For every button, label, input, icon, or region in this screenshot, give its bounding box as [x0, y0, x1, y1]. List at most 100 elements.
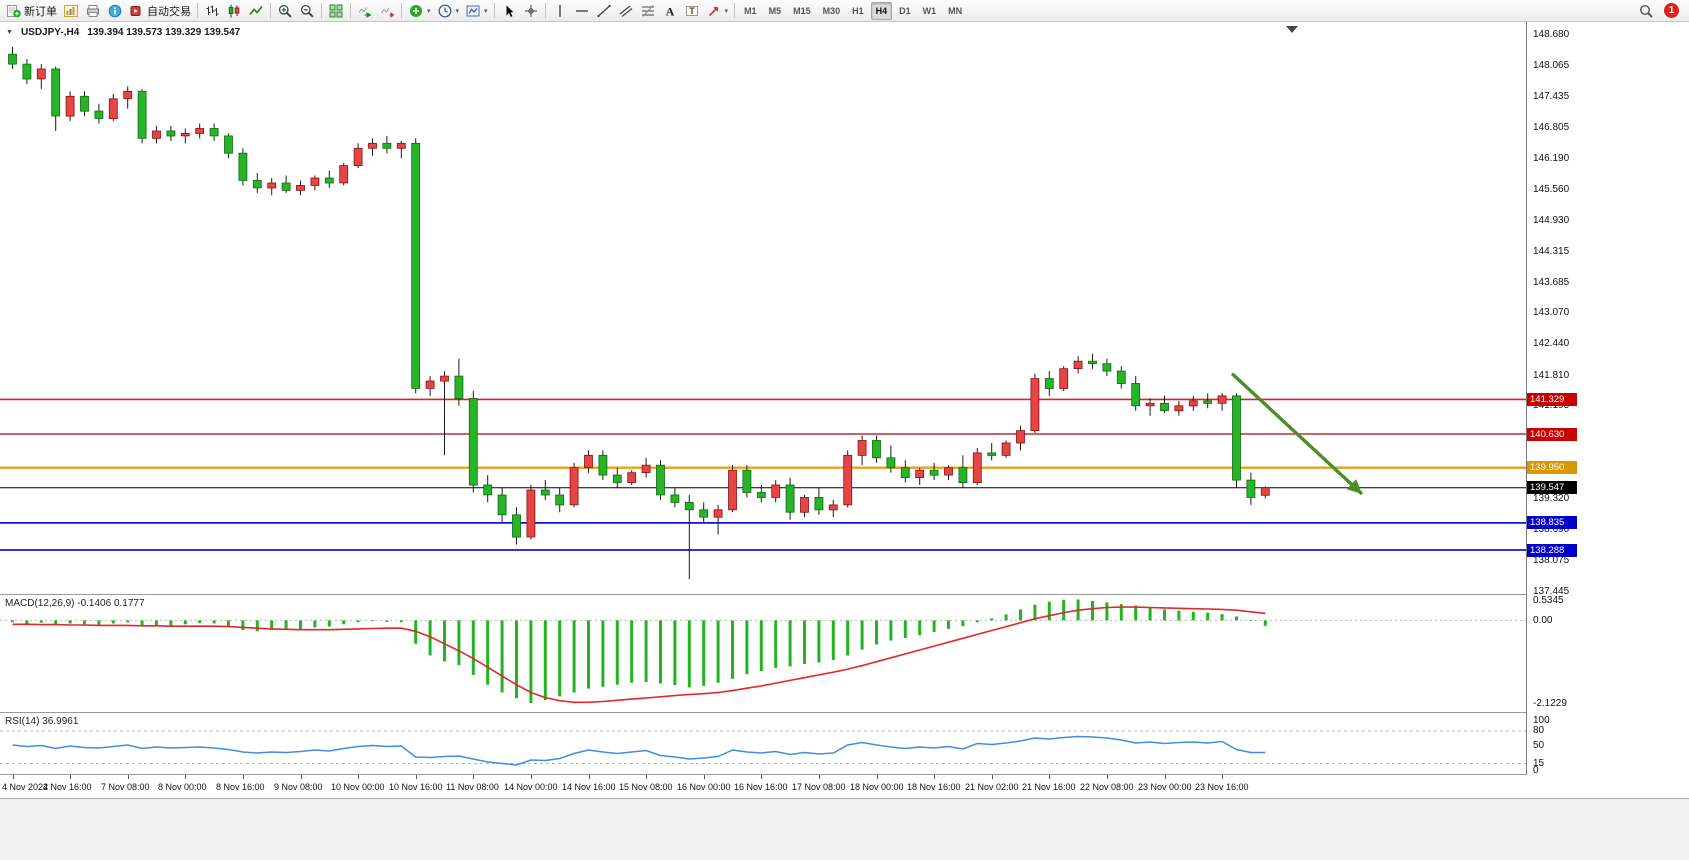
price-chart-panel[interactable]: [0, 22, 1526, 594]
line-chart-button[interactable]: [245, 1, 267, 20]
time-tick: [358, 775, 359, 779]
time-label: 22 Nov 08:00: [1080, 782, 1134, 792]
price-axis[interactable]: 148.680 148.065 147.435 146.805 146.190 145.5…: [1526, 22, 1689, 776]
tile-windows-icon: [328, 4, 344, 18]
price-label-141.810: 141.810: [1533, 369, 1570, 381]
svg-text:T: T: [689, 6, 695, 16]
cursor-button[interactable]: [498, 1, 520, 20]
zoom-out-icon: [299, 4, 315, 18]
timeframe-H4[interactable]: H4: [870, 1, 893, 20]
vertical-line-icon: [552, 4, 568, 18]
auto-trading-button-label: 自动交易: [147, 5, 191, 18]
toolbar-separator: [734, 3, 736, 18]
panel-separator[interactable]: [0, 594, 1689, 595]
timeframe-W1[interactable]: W1: [922, 5, 937, 16]
rsi-label-15: 15: [1533, 757, 1545, 769]
time-tick: [1222, 775, 1223, 779]
candles: [8, 46, 1270, 580]
timeframe-M1[interactable]: M1: [744, 5, 757, 16]
trend-line-icon: [596, 4, 612, 18]
zoom-out-button[interactable]: [296, 1, 318, 20]
time-tick: [761, 775, 762, 779]
horizontal-line-button[interactable]: [571, 1, 593, 20]
indicators-button[interactable]: ▾: [405, 1, 434, 20]
macd-signal-line: [12, 606, 1266, 704]
chart-profile-button[interactable]: [60, 1, 82, 20]
price-label-144.930: 144.930: [1533, 215, 1570, 227]
auto-trading-icon: [129, 4, 145, 18]
price-chart-plot[interactable]: [0, 22, 1526, 594]
timeframe-M30[interactable]: M30: [822, 5, 841, 16]
candle-chart-icon: [226, 4, 242, 18]
chart-shift-marker[interactable]: [1286, 26, 1298, 33]
time-label: 10 Nov 16:00: [389, 782, 443, 792]
data-window-button[interactable]: [104, 1, 126, 20]
price-tag-139.950: 139.950: [1527, 461, 1577, 475]
price-tag-138.835: 138.835: [1527, 516, 1577, 530]
rsi-panel[interactable]: [0, 713, 1526, 774]
channel-button[interactable]: [615, 1, 637, 20]
new-order-button[interactable]: 新订单: [3, 1, 60, 20]
timeframe-D1[interactable]: D1: [899, 5, 911, 16]
price-label-144.315: 144.315: [1533, 245, 1570, 257]
price-label-148.680: 148.680: [1533, 29, 1570, 41]
panel-separator[interactable]: [0, 712, 1689, 713]
templates-button[interactable]: ▾: [462, 1, 491, 20]
periods-icon: [437, 4, 453, 18]
timeframe-M15[interactable]: M15: [793, 5, 811, 16]
trend-arrow[interactable]: [1230, 372, 1364, 496]
auto-trading-button[interactable]: 自动交易: [126, 1, 194, 20]
chart-shift-button[interactable]: [376, 1, 398, 20]
search-button[interactable]: [1635, 1, 1657, 20]
indicators-icon: [408, 4, 424, 18]
timeframe-M5[interactable]: M5: [768, 5, 782, 16]
toolbar-separator: [350, 3, 351, 18]
candlestick-chart-button[interactable]: [223, 1, 245, 20]
macd-header: MACD(12,26,9) -0.1406 0.1777: [5, 598, 145, 609]
macd-label-0.5345: 0.5345: [1533, 594, 1564, 606]
dropdown-caret-icon: ▾: [724, 7, 729, 15]
macd-label-0.00: 0.00: [1533, 615, 1553, 627]
toolbar-separator: [270, 3, 271, 18]
time-tick: [185, 775, 186, 779]
trend-arrow-head: [1346, 479, 1362, 494]
periods-button[interactable]: ▾: [434, 1, 463, 20]
new-order-button-label: 新订单: [24, 5, 57, 18]
print-button[interactable]: [82, 1, 104, 20]
time-label: 14 Nov 00:00: [504, 782, 558, 792]
line-chart-icon: [248, 4, 264, 18]
chart-window: ▼ USDJPY-,H4 139.394 139.573 139.329 139…: [0, 22, 1689, 860]
timeframe-MN[interactable]: MN: [948, 5, 963, 16]
time-axis[interactable]: 4 Nov 2022 4 Nov 16:00 7 Nov 08:00 8 Nov 00…: [0, 775, 1526, 797]
price-tag-140.630: 140.630: [1527, 427, 1577, 441]
time-tick: [589, 775, 590, 779]
time-tick: [992, 775, 993, 779]
macd-label--2.1229: -2.1229: [1533, 698, 1567, 710]
arrows-button[interactable]: ▾: [703, 1, 732, 20]
zoom-in-button[interactable]: [274, 1, 296, 20]
crosshair-button[interactable]: [520, 1, 542, 20]
macd-panel[interactable]: [0, 595, 1526, 712]
chart-title: ▼ USDJPY-,H4 139.394 139.573 139.329 139…: [6, 27, 240, 38]
time-label: 10 Nov 00:00: [331, 782, 385, 792]
time-tick: [1107, 775, 1108, 779]
tile-windows-button[interactable]: [325, 1, 347, 20]
label-button[interactable]: T: [681, 1, 703, 20]
notification-badge[interactable]: 1: [1664, 3, 1679, 18]
vertical-line-button[interactable]: [549, 1, 571, 20]
horizontal-line-icon: [574, 4, 590, 18]
collapse-arrow-icon[interactable]: ▼: [6, 29, 13, 36]
fibonacci-button[interactable]: [637, 1, 659, 20]
dropdown-caret-icon: ▾: [427, 7, 431, 15]
price-label-138.690: 138.690: [1533, 524, 1570, 536]
time-tick: [13, 775, 14, 779]
bar-chart-button[interactable]: [201, 1, 223, 20]
toolbar-separator: [401, 3, 402, 18]
auto-scroll-button[interactable]: [354, 1, 376, 20]
time-label: 7 Nov 08:00: [101, 782, 150, 792]
trendline-button[interactable]: [593, 1, 615, 20]
timeframe-H1[interactable]: H1: [852, 5, 864, 16]
time-tick: [1049, 775, 1050, 779]
text-button[interactable]: A: [659, 1, 681, 20]
